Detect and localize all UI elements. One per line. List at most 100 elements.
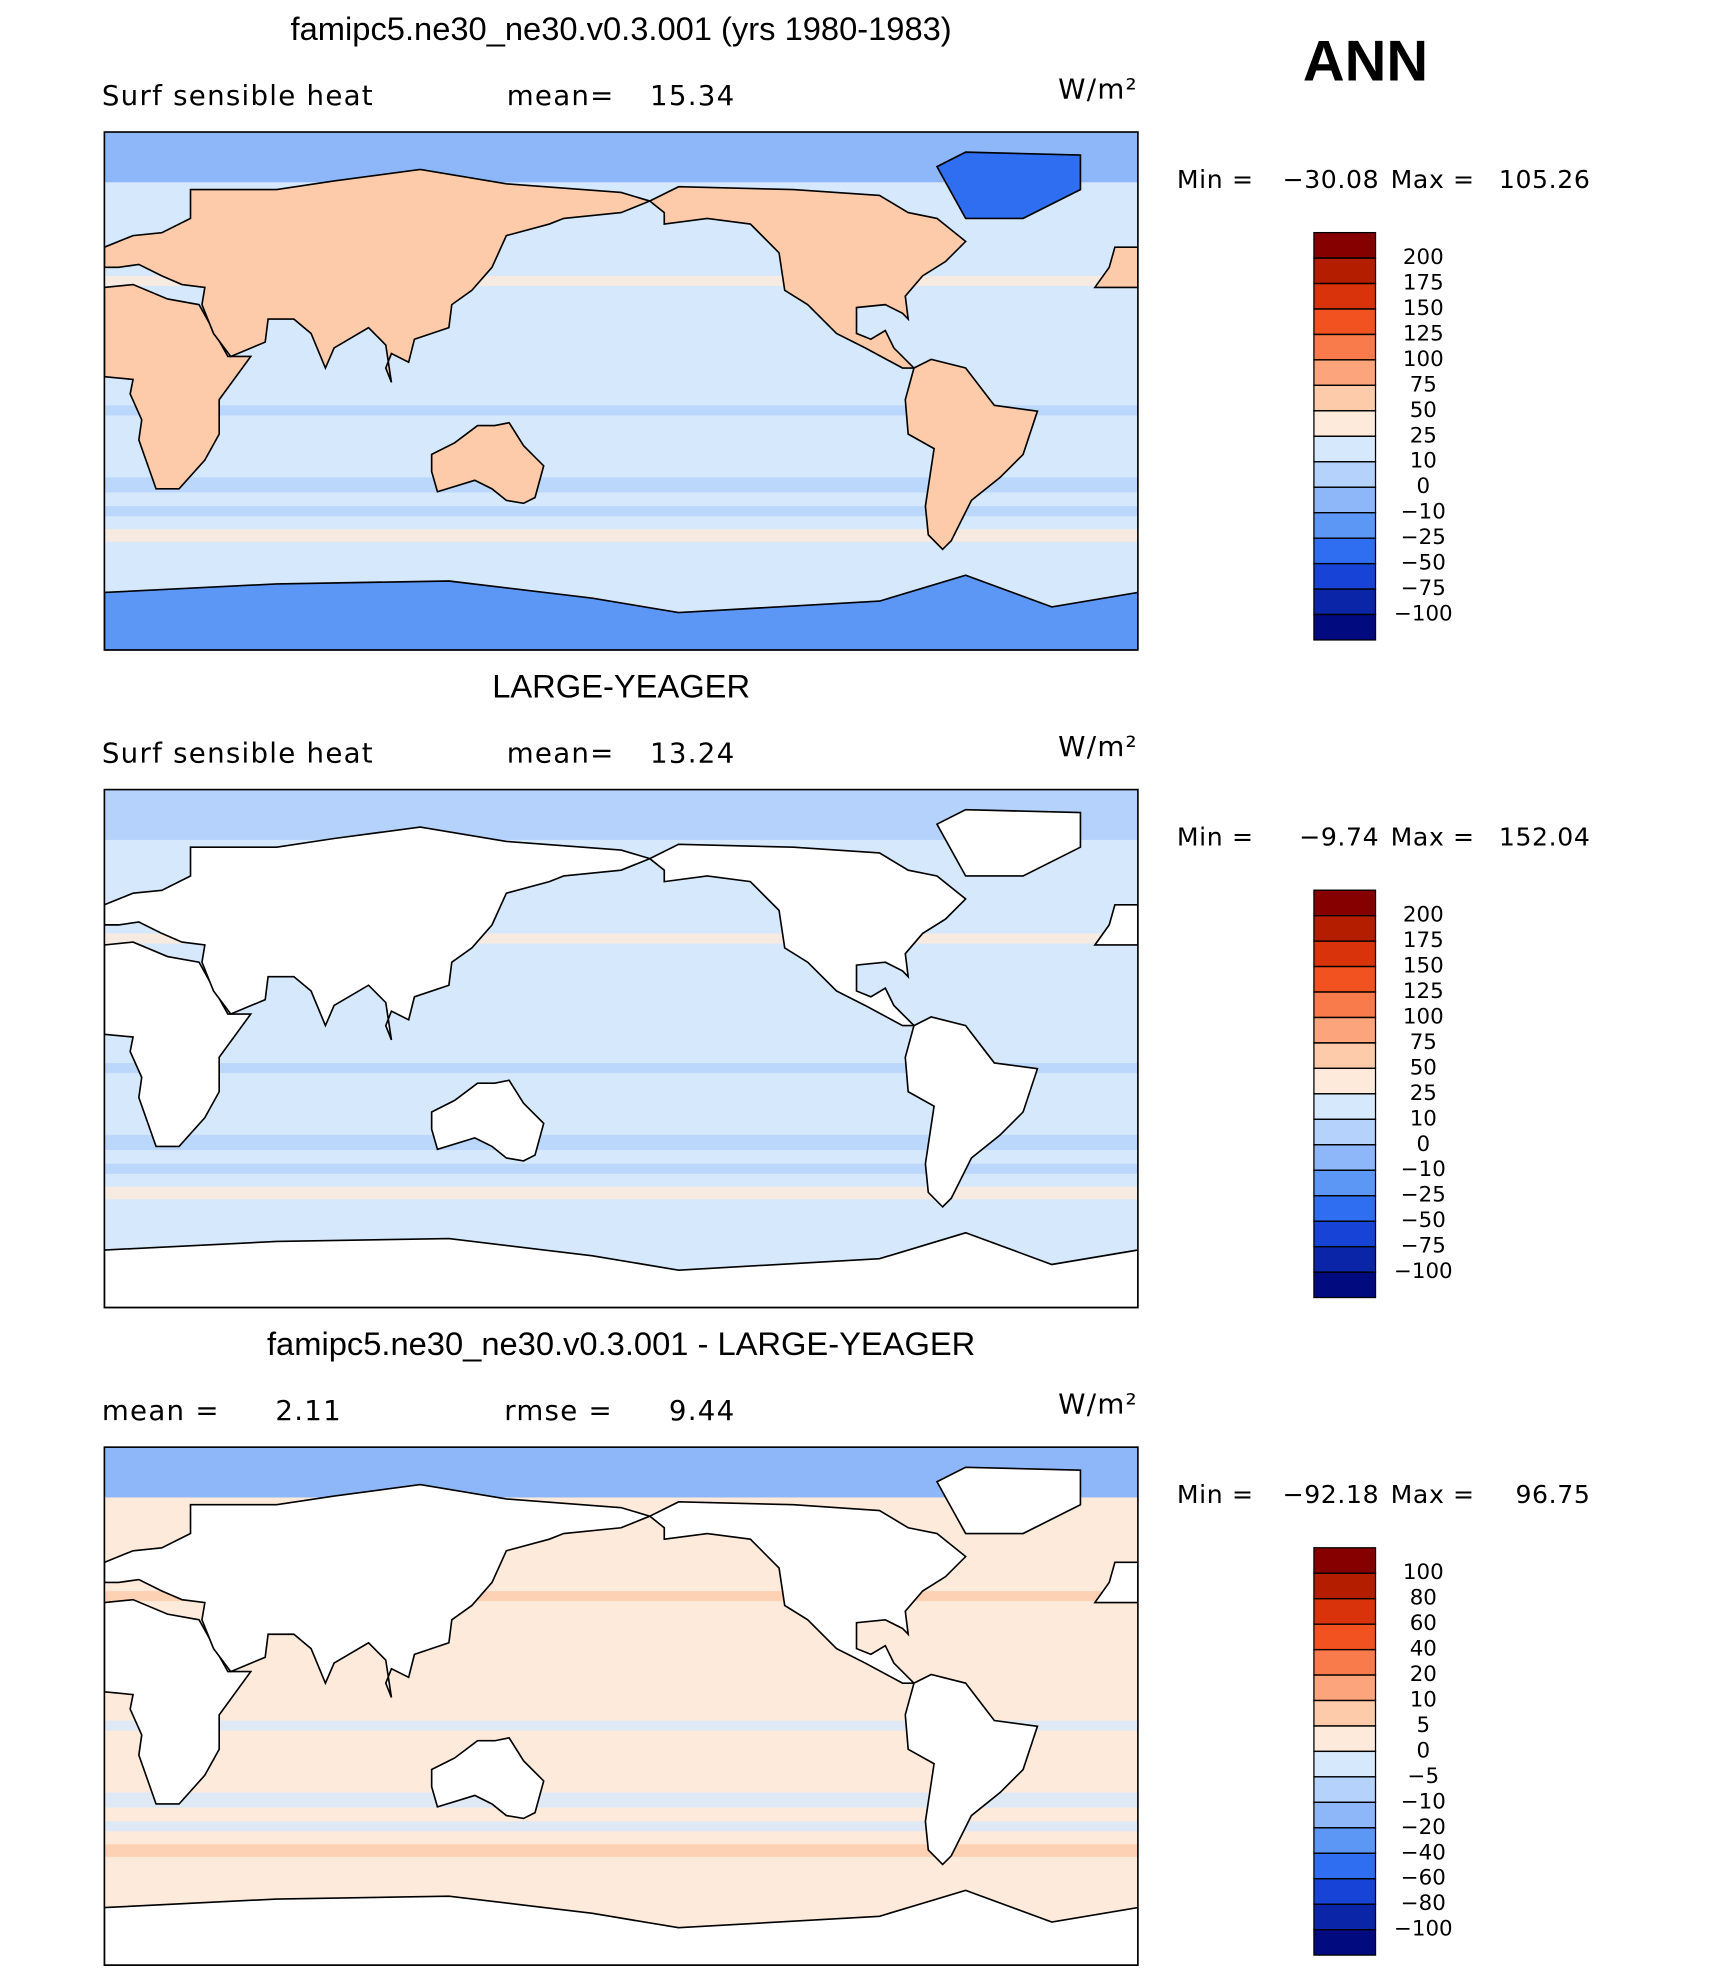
colorbar-label: −75 [1401, 576, 1446, 601]
colorbar-label: −50 [1401, 551, 1446, 576]
land [648, 185, 967, 369]
colorbar-label: 175 [1403, 928, 1444, 953]
colorbar-label: 5 [1417, 1713, 1431, 1738]
max-value: 152.04 [1499, 823, 1591, 852]
colorbar-box [1313, 613, 1377, 641]
colorbar-box [1313, 965, 1377, 993]
colorbar-box [1313, 562, 1377, 590]
max-label: Max = [1391, 823, 1475, 852]
land [904, 358, 1039, 551]
land [904, 1016, 1039, 1209]
land [1093, 1561, 1138, 1604]
colorbar-box [1313, 1878, 1377, 1905]
colorbar-box [1313, 231, 1377, 259]
colorbar-box [1313, 1547, 1377, 1574]
colorbar-label: −10 [1401, 1789, 1446, 1814]
land [935, 151, 1082, 220]
colorbar-box [1313, 308, 1377, 336]
colorbar-box [1313, 282, 1377, 310]
colorbar-box [1313, 1750, 1377, 1778]
colorbar-label: 150 [1403, 954, 1444, 979]
colorbar-box [1313, 1169, 1377, 1197]
colorbar-label: 10 [1410, 1688, 1437, 1713]
colorbar-label: 125 [1403, 321, 1444, 346]
colorbar-box [1313, 1195, 1377, 1222]
colorbar-label: 25 [1410, 1081, 1437, 1106]
land [935, 808, 1082, 877]
land [648, 1501, 967, 1684]
ocean-band [104, 933, 1138, 944]
stat-value: 15.34 [650, 79, 735, 112]
colorbar-box [1313, 1572, 1377, 1600]
max-value: 105.26 [1499, 165, 1591, 194]
colorbar-label: 100 [1403, 347, 1444, 372]
map-frame [103, 1446, 1139, 1966]
panel-title: famipc5.ne30_ne30.v0.3.001 - LARGE-YEAGE… [267, 1325, 975, 1362]
map [104, 1447, 1138, 1966]
colorbar-label: −50 [1401, 1208, 1446, 1233]
colorbar-box [1313, 1699, 1377, 1727]
map-frame [103, 788, 1139, 1309]
land [104, 168, 653, 383]
colorbar-label: 0 [1417, 1738, 1431, 1763]
colorbar-box [1313, 537, 1377, 565]
land [104, 1231, 1138, 1308]
colorbar-box [1313, 1674, 1377, 1702]
units: W/m² [1058, 730, 1138, 763]
colorbar-label: 150 [1403, 296, 1444, 321]
ocean-band [104, 1792, 1138, 1808]
min-label: Min = [1177, 1480, 1254, 1509]
colorbar-label: 10 [1410, 449, 1437, 474]
stat-label: mean = [102, 1394, 220, 1427]
colorbar-label: 60 [1410, 1611, 1437, 1636]
min-label: Min = [1177, 823, 1254, 852]
land [1093, 246, 1138, 289]
colorbar-label: 40 [1410, 1637, 1437, 1662]
land [648, 843, 967, 1027]
colorbar-label: −10 [1401, 1157, 1446, 1182]
colorbar-label: 0 [1417, 474, 1431, 499]
max-label: Max = [1391, 1480, 1475, 1509]
colorbar-box [1313, 461, 1377, 488]
colorbar-label: 200 [1403, 903, 1444, 928]
colorbar-box [1313, 512, 1377, 539]
map [104, 132, 1138, 651]
min-value: −9.74 [1299, 823, 1379, 852]
colorbar-label: −100 [1394, 1917, 1453, 1942]
panel-title: LARGE-YEAGER [492, 668, 750, 705]
colorbar-label: −75 [1401, 1234, 1446, 1259]
units: W/m² [1058, 1388, 1138, 1421]
colorbar-label: 10 [1410, 1106, 1437, 1131]
min-value: −30.08 [1283, 165, 1380, 194]
stat-label: mean= [507, 736, 615, 769]
ocean-band [104, 1591, 1138, 1602]
max-label: Max = [1391, 165, 1475, 194]
colorbar-label: 100 [1403, 1004, 1444, 1029]
ocean-band [104, 529, 1138, 542]
land [104, 826, 653, 1041]
colorbar-label: −100 [1394, 602, 1453, 627]
colorbar-box [1313, 1929, 1377, 1956]
land [104, 1889, 1138, 1966]
land [104, 574, 1138, 651]
stat-value: 13.24 [650, 736, 735, 769]
land [104, 1483, 653, 1698]
colorbar-label: 25 [1410, 423, 1437, 448]
colorbar-box [1313, 1144, 1377, 1171]
stat-value: 9.44 [669, 1394, 736, 1427]
map [104, 789, 1138, 1308]
colorbar-label: 50 [1410, 398, 1437, 423]
colorbar-label: −25 [1401, 1183, 1446, 1208]
colorbar-label: 75 [1410, 1030, 1437, 1055]
colorbar-label: −10 [1401, 500, 1446, 525]
colorbar-box [1313, 1623, 1377, 1651]
colorbar-label: −5 [1408, 1764, 1440, 1789]
colorbar-box [1313, 1648, 1377, 1676]
colorbar-box [1313, 1042, 1377, 1070]
colorbar-label: −60 [1401, 1866, 1446, 1891]
land [430, 1079, 545, 1162]
ocean-band [104, 1821, 1138, 1832]
min-value: −92.18 [1283, 1480, 1380, 1509]
colorbar-box [1313, 1852, 1377, 1880]
colorbar-label: −20 [1401, 1815, 1446, 1840]
